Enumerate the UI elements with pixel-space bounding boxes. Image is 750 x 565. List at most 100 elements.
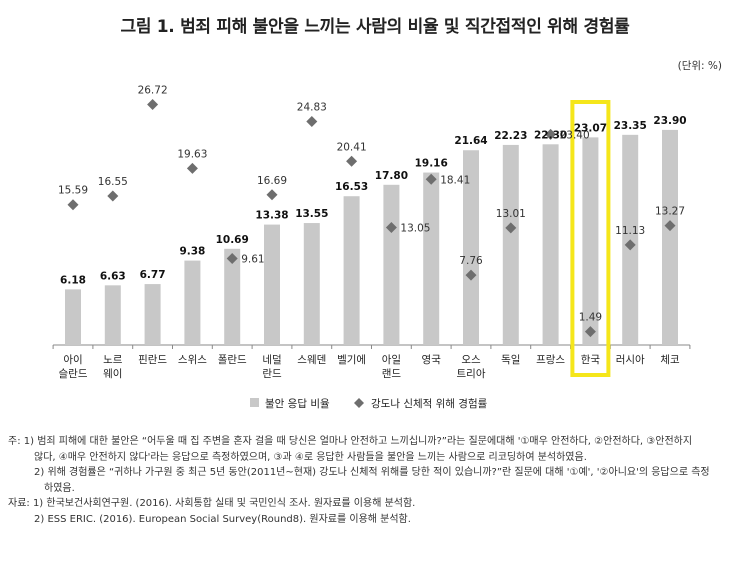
bar [303, 223, 320, 345]
scatter-point [147, 99, 159, 111]
x-tick-label: 체코 [660, 354, 680, 366]
x-tick-label: 웨이 [103, 368, 122, 380]
bar [343, 196, 360, 345]
point-value-label: 26.72 [138, 85, 168, 97]
scatter-point [664, 220, 676, 232]
scatter-point [346, 155, 358, 167]
point-value-label: 24.83 [297, 102, 327, 114]
legend-marker-label: 강도나 신체적 위해 경험률 [371, 397, 488, 410]
x-tick-label: 한국 [581, 354, 601, 366]
x-tick-label: 슬란드 [59, 368, 88, 380]
x-tick-label: 프랑스 [536, 354, 565, 366]
x-tick-label: 노르 [103, 354, 123, 366]
bar-value-label: 22.23 [494, 130, 527, 142]
x-tick-label: 독일 [501, 353, 520, 366]
scatter-point [465, 269, 477, 281]
bar [104, 285, 121, 345]
scatter-point [624, 239, 636, 251]
x-tick-label: 오스 [461, 354, 481, 366]
legend-marker-swatch [354, 398, 364, 408]
legend-bar-label: 불안 응답 비율 [265, 398, 330, 410]
x-tick-label: 아일 [382, 353, 401, 366]
x-tick-label: 아이 [63, 354, 82, 366]
bar-value-label: 13.55 [295, 208, 328, 220]
note-line: 않다, ④매우 안전하지 않다'라는 응답으로 측정하였으며, ③과 ④로 응답… [34, 451, 587, 463]
x-tick-label: 스웨덴 [297, 354, 326, 366]
scatter-point [425, 173, 437, 185]
x-tick-label: 폴란드 [218, 354, 247, 366]
bar [463, 150, 479, 345]
note-line: 주: 1) 범죄 피해에 대한 불안은 “어두울 때 집 주변을 혼자 걸을 때… [8, 436, 693, 447]
point-value-label: 13.27 [655, 206, 685, 218]
bar-value-label: 9.38 [179, 246, 205, 258]
point-value-label: 16.69 [257, 175, 287, 187]
bar [502, 144, 519, 345]
highlight-box [570, 100, 611, 377]
x-tick-label: 핀란드 [138, 354, 167, 366]
point-value-label: 15.59 [58, 185, 88, 197]
bar-value-label: 13.38 [255, 210, 288, 222]
legend: 불안 응답 비율 강도나 신체적 위해 경험률 [250, 397, 488, 410]
scatter-point [306, 116, 318, 128]
bar [582, 137, 599, 345]
bar-value-label: 21.64 [454, 135, 487, 147]
point-value-label: 11.13 [615, 225, 645, 237]
bar [224, 248, 241, 345]
note-line: 자료: 1) 한국보건사회연구원. (2016). 사회통합 실태 및 국민인식… [8, 498, 416, 509]
point-value-label: 19.63 [177, 148, 207, 160]
bar [184, 260, 201, 345]
bar [542, 144, 559, 345]
bar-value-label: 6.63 [100, 270, 126, 282]
bar [423, 172, 440, 345]
x-tick-label: 트리아 [457, 368, 486, 380]
bar [383, 184, 400, 345]
chart-title: 그림 1. 범죄 피해 불안을 느끼는 사람의 비율 및 직간접적인 위해 경험… [120, 17, 630, 37]
scatter-point [226, 253, 238, 265]
bar [65, 289, 81, 345]
bar [662, 129, 678, 345]
bar-value-label: 22.30 [534, 129, 567, 141]
scatter-point [186, 162, 198, 174]
note-line: 2) 위해 경험률은 “귀하나 가구원 중 최근 5년 동안(2011년~현재)… [34, 467, 710, 478]
point-value-label: 23.40 [560, 129, 590, 141]
scatter-point [545, 128, 557, 140]
legend-bar-swatch [250, 398, 259, 407]
scatter-point [385, 222, 397, 234]
points-layer [67, 99, 676, 338]
bar-value-label: 17.80 [375, 170, 408, 182]
point-value-label: 16.55 [98, 176, 128, 188]
footnotes: 주: 1) 범죄 피해에 대한 불안은 “어두울 때 집 주변을 혼자 걸을 때… [8, 434, 743, 527]
bar-value-label: 23.90 [653, 115, 686, 127]
bar-value-label: 6.18 [60, 274, 86, 286]
note-line: 하였음. [44, 482, 75, 494]
unit-label: (단위: %) [677, 60, 722, 72]
scatter-point [266, 189, 278, 201]
scatter-point [505, 222, 517, 234]
x-tick-label: 영국 [422, 354, 442, 366]
note-line: 2) ESS ERIC. (2016). European Social Sur… [34, 513, 411, 525]
bar-value-label: 16.53 [335, 181, 368, 193]
bars-layer [65, 129, 678, 345]
point-value-label: 1.49 [579, 312, 602, 324]
x-tick-label: 란드 [262, 368, 282, 380]
bar-value-label: 19.16 [415, 158, 448, 170]
bar-value-label: 23.07 [574, 122, 607, 134]
point-value-label: 13.01 [496, 208, 526, 220]
point-value-label: 13.05 [400, 223, 430, 235]
x-tick-label: 랜드 [382, 368, 402, 380]
scatter-point [107, 190, 119, 202]
bar-value-label: 6.77 [140, 269, 166, 281]
x-tick-label: 네덜 [262, 354, 281, 366]
bar [264, 224, 280, 345]
x-tick-label: 벨기에 [337, 354, 366, 366]
point-value-label: 20.41 [337, 141, 367, 153]
bar-value-label: 10.69 [216, 234, 249, 246]
point-value-label: 18.41 [440, 174, 470, 186]
bar [144, 284, 161, 345]
point-value-label: 9.61 [241, 254, 264, 266]
bar-value-label: 23.35 [614, 120, 647, 132]
point-value-label: 7.76 [459, 255, 483, 267]
x-tick-label: 스위스 [178, 353, 207, 366]
